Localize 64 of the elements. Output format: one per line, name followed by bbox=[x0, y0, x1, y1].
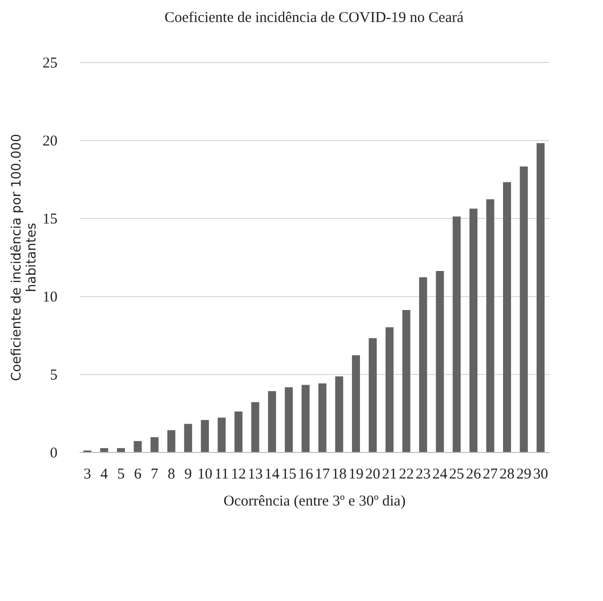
x-tick-label: 13 bbox=[248, 466, 263, 482]
x-tick-label: 16 bbox=[298, 466, 314, 482]
bar bbox=[520, 166, 528, 452]
y-tick-label: 0 bbox=[50, 446, 58, 462]
bar bbox=[469, 208, 478, 452]
y-tick-label: 20 bbox=[42, 134, 58, 150]
bar bbox=[167, 430, 176, 452]
chart-title: Coeficiente de incidência de COVID-19 no Ceará bbox=[164, 10, 464, 26]
x-tick-label: 21 bbox=[382, 466, 398, 482]
y-tick-label: 25 bbox=[42, 56, 58, 72]
bar bbox=[486, 199, 494, 452]
x-tick-label: 24 bbox=[432, 466, 448, 482]
y-tick-label: 5 bbox=[50, 368, 58, 384]
x-axis-title: Ocorrência (entre 3º e 30º dia) bbox=[223, 494, 406, 510]
bar bbox=[302, 384, 310, 452]
bar bbox=[218, 418, 226, 452]
bar bbox=[318, 383, 326, 452]
bar bbox=[503, 182, 512, 452]
x-tick-label: 11 bbox=[214, 466, 229, 482]
x-tick-label: 10 bbox=[197, 466, 212, 482]
bar bbox=[386, 327, 394, 452]
x-tick-label: 5 bbox=[117, 466, 125, 482]
y-tick-label: 10 bbox=[42, 290, 58, 306]
x-tick-label: 9 bbox=[184, 466, 192, 482]
bar bbox=[251, 402, 260, 452]
bar bbox=[200, 420, 209, 452]
bar bbox=[536, 143, 545, 452]
bar bbox=[234, 411, 242, 452]
x-tick-label: 28 bbox=[500, 466, 515, 482]
x-tick-label: 19 bbox=[348, 466, 364, 482]
y-axis-title: Coeficiente de incidência por 100.000 habitantes bbox=[10, 134, 40, 382]
bar bbox=[134, 441, 142, 452]
bar bbox=[352, 355, 360, 452]
bar bbox=[150, 437, 159, 452]
x-tick-label: 23 bbox=[416, 466, 431, 482]
x-tick-label: 6 bbox=[134, 466, 142, 482]
bar bbox=[100, 448, 108, 452]
x-tick-label: 22 bbox=[398, 466, 414, 482]
bar bbox=[436, 271, 444, 452]
bar bbox=[184, 424, 192, 452]
y-tick-label: 15 bbox=[42, 212, 58, 228]
x-tick-label: 4 bbox=[100, 466, 108, 482]
x-tick-label: 27 bbox=[482, 466, 498, 482]
x-tick-label: 12 bbox=[230, 466, 246, 482]
x-tick-label: 14 bbox=[264, 466, 280, 482]
x-tick-label: 3 bbox=[84, 466, 92, 482]
x-tick-label: 26 bbox=[466, 466, 482, 482]
x-tick-label: 18 bbox=[332, 466, 347, 482]
x-tick-label: 25 bbox=[449, 466, 464, 482]
x-tick-label: 20 bbox=[365, 466, 380, 482]
x-tick-label: 8 bbox=[168, 466, 176, 482]
x-tick-label: 17 bbox=[314, 466, 330, 482]
bar bbox=[419, 277, 428, 452]
x-tick-label: 29 bbox=[516, 466, 532, 482]
x-tick-label: 15 bbox=[281, 466, 296, 482]
x-tick-label: 7 bbox=[150, 466, 159, 482]
bar bbox=[368, 338, 377, 452]
bar bbox=[268, 391, 276, 452]
bar bbox=[284, 387, 293, 452]
x-tick-label: 30 bbox=[533, 466, 548, 482]
bar bbox=[116, 448, 125, 452]
bar bbox=[335, 376, 344, 452]
bar bbox=[452, 216, 461, 452]
bar bbox=[402, 310, 410, 452]
